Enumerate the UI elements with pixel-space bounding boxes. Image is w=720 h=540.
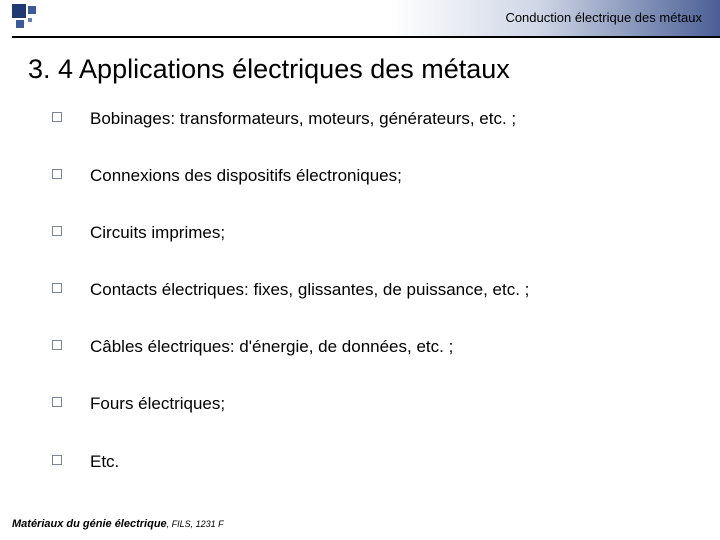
square-bullet-icon bbox=[52, 283, 62, 293]
footer-course-code: , FILS, 1231 F bbox=[167, 519, 224, 529]
square-bullet-icon bbox=[52, 340, 62, 350]
header-rule bbox=[12, 36, 720, 38]
list-item: Circuits imprimes; bbox=[52, 222, 680, 244]
list-item: Etc. bbox=[52, 451, 680, 473]
list-item-text: Câbles électriques: d'énergie, de donnée… bbox=[90, 336, 453, 358]
list-item-text: Bobinages: transformateurs, moteurs, gén… bbox=[90, 108, 516, 130]
list-item-text: Circuits imprimes; bbox=[90, 222, 225, 244]
list-item: Contacts électriques: fixes, glissantes,… bbox=[52, 279, 680, 301]
header-topic: Conduction électrique des métaux bbox=[505, 10, 702, 25]
slide-footer: Matériaux du génie électrique, FILS, 123… bbox=[12, 518, 224, 530]
list-item-text: Connexions des dispositifs électroniques… bbox=[90, 165, 402, 187]
slide-header: Conduction électrique des métaux bbox=[0, 0, 720, 36]
footer-course-name: Matériaux du génie électrique bbox=[12, 518, 167, 530]
square-bullet-icon bbox=[52, 397, 62, 407]
square-bullet-icon bbox=[52, 112, 62, 122]
square-bullet-icon bbox=[52, 169, 62, 179]
list-item: Câbles électriques: d'énergie, de donnée… bbox=[52, 336, 680, 358]
list-item-text: Fours électriques; bbox=[90, 393, 225, 415]
list-item-text: Contacts électriques: fixes, glissantes,… bbox=[90, 279, 529, 301]
bullet-list: Bobinages: transformateurs, moteurs, gén… bbox=[52, 108, 680, 508]
slide-title: 3. 4 Applications électriques des métaux bbox=[28, 54, 510, 85]
list-item: Bobinages: transformateurs, moteurs, gén… bbox=[52, 108, 680, 130]
list-item: Connexions des dispositifs électroniques… bbox=[52, 165, 680, 187]
list-item-text: Etc. bbox=[90, 451, 119, 473]
logo-squares-icon bbox=[12, 4, 42, 34]
square-bullet-icon bbox=[52, 455, 62, 465]
list-item: Fours électriques; bbox=[52, 393, 680, 415]
square-bullet-icon bbox=[52, 226, 62, 236]
